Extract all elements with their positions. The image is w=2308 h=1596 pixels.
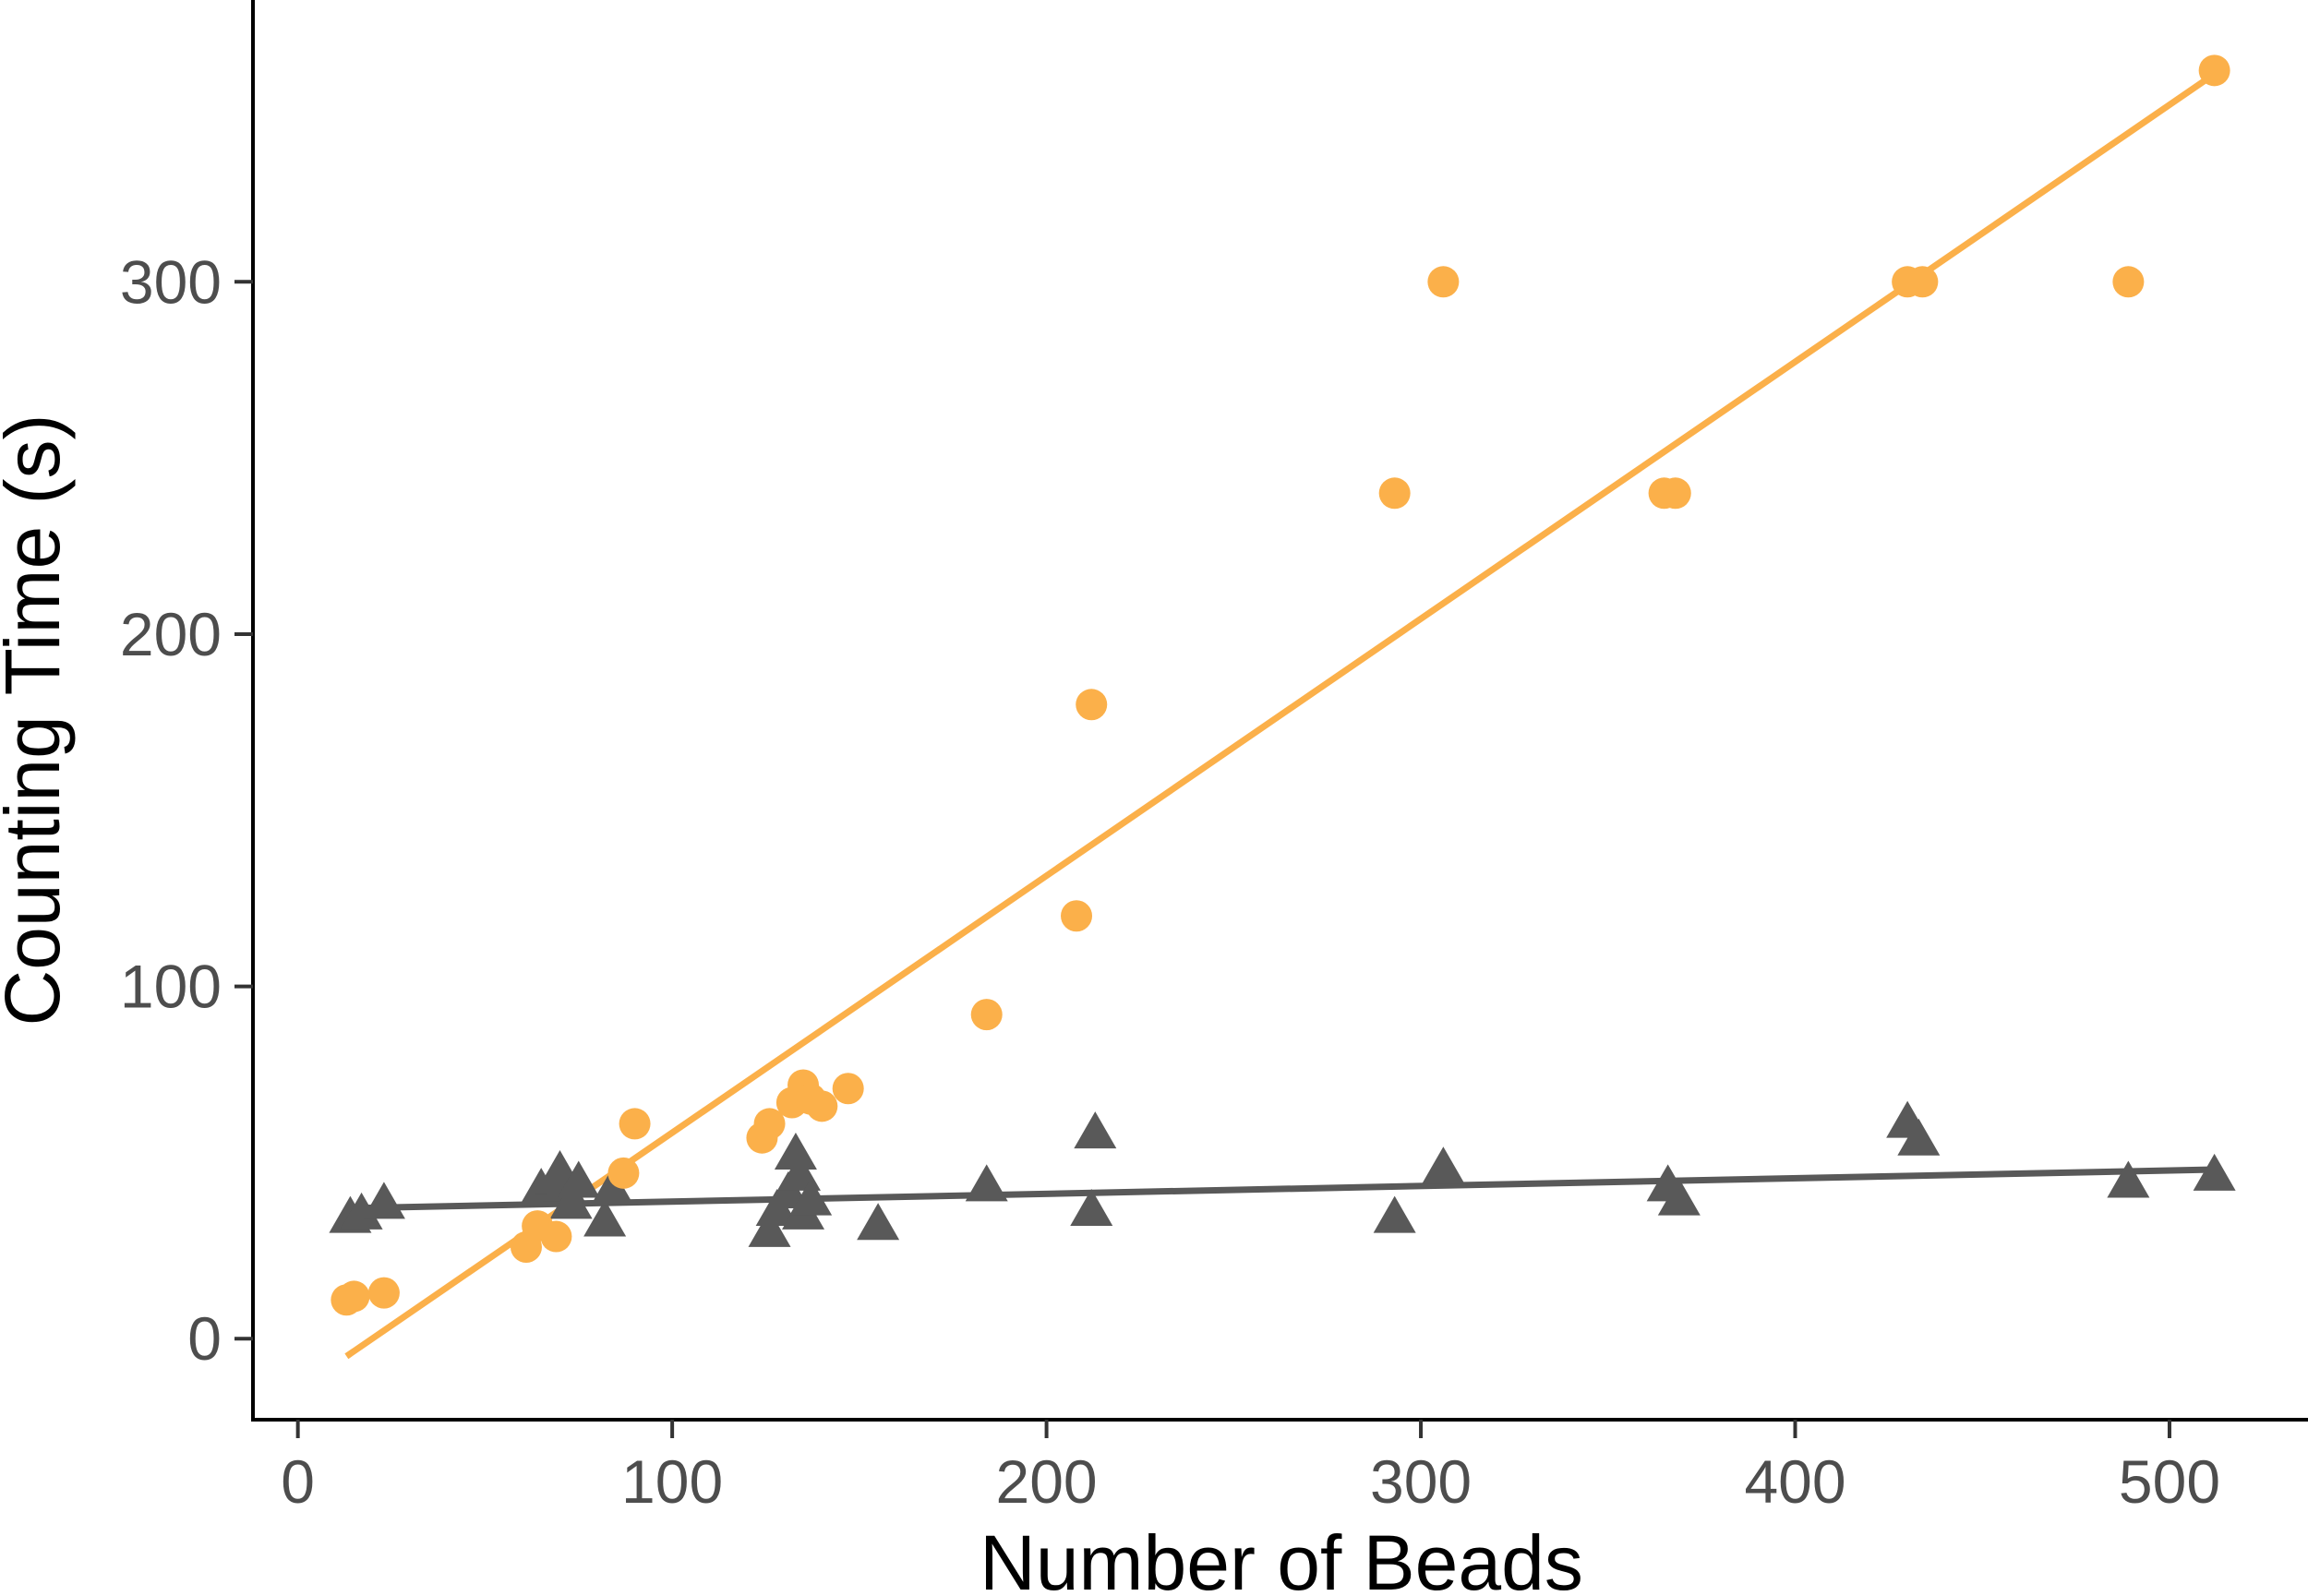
y-tick-label: 100 — [120, 953, 222, 1021]
circle-point — [1906, 266, 1939, 298]
x-tick-label: 400 — [1744, 1447, 1845, 1516]
triangle-point — [789, 1178, 833, 1216]
data-points — [329, 54, 2236, 1316]
circle-point — [367, 1277, 400, 1309]
triangle-point — [549, 1182, 593, 1219]
circle-point — [1378, 477, 1411, 510]
triangle-point — [748, 1209, 791, 1247]
circle-point — [2198, 54, 2230, 87]
triangle-point — [362, 1182, 405, 1219]
x-tick-label: 200 — [996, 1447, 1098, 1516]
y-tick-label: 300 — [120, 247, 222, 316]
circle-point — [338, 1280, 370, 1313]
triangle-point — [1074, 1111, 1117, 1149]
x-axis-title: Number of Beads — [980, 1519, 1583, 1596]
circle-point — [540, 1220, 572, 1253]
axes — [251, 0, 2308, 1422]
triangle-point — [340, 1192, 383, 1230]
triangle-point — [557, 1160, 600, 1198]
circle-point — [832, 1073, 864, 1105]
y-ticks: 0 100 200 300 — [120, 247, 253, 1373]
trend-line-triangle — [346, 1166, 2215, 1212]
x-tick-label: 300 — [1370, 1447, 1472, 1516]
circle-point — [1427, 266, 1460, 298]
triangle-point — [774, 1132, 817, 1170]
x-ticks: 0 100 200 300 400 500 — [281, 1420, 2220, 1516]
circle-point — [970, 999, 1003, 1031]
triangle-point — [1070, 1189, 1113, 1227]
triangle-point — [1897, 1118, 1941, 1156]
triangle-point — [583, 1199, 627, 1237]
triangle-point — [965, 1164, 1008, 1202]
y-tick-label: 200 — [120, 600, 222, 668]
y-tick-label: 0 — [187, 1304, 222, 1373]
triangle-point — [591, 1168, 634, 1206]
y-axis-title: Counting Time (s) — [0, 414, 76, 1026]
circle-point — [806, 1090, 838, 1122]
triangle-point — [1373, 1195, 1416, 1233]
x-tick-label: 500 — [2119, 1447, 2220, 1516]
triangle-point — [1657, 1178, 1701, 1216]
triangle-point — [857, 1203, 900, 1241]
triangle-point — [2193, 1153, 2236, 1191]
x-tick-label: 100 — [621, 1447, 723, 1516]
triangle-point — [2107, 1160, 2150, 1198]
circle-point — [1659, 477, 1691, 510]
circle-point — [607, 1157, 640, 1189]
x-tick-label: 0 — [281, 1447, 315, 1516]
circle-point — [2112, 266, 2145, 298]
circle-point — [753, 1108, 786, 1140]
circle-point — [619, 1108, 651, 1140]
circle-point — [1061, 900, 1093, 932]
circle-point — [1076, 689, 1108, 721]
triangle-point — [1422, 1146, 1465, 1184]
